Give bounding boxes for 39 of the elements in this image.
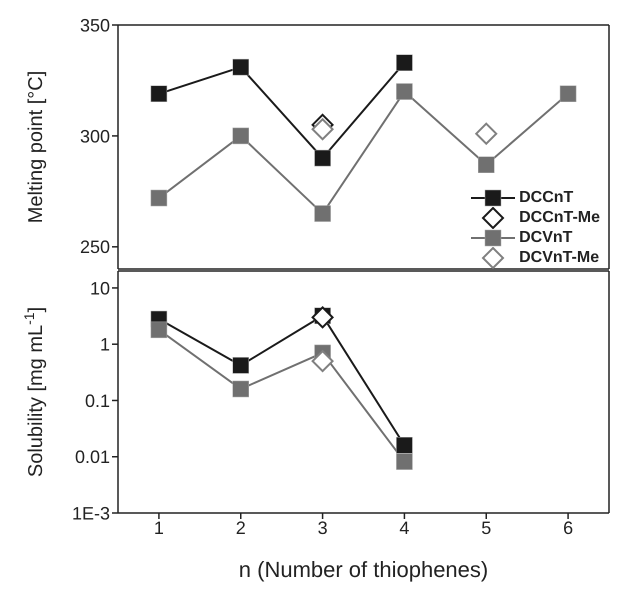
y-tick-label: 0.1 <box>84 390 110 411</box>
point <box>314 150 331 166</box>
point <box>150 322 168 338</box>
point <box>396 54 413 71</box>
point <box>232 357 249 374</box>
x-tick-label: 5 <box>481 518 492 538</box>
y-tick-label: 300 <box>80 126 110 146</box>
point <box>396 83 413 100</box>
point <box>232 58 249 76</box>
x-tick-label: 4 <box>399 518 410 538</box>
y-tick-label: 0.01 <box>74 447 110 468</box>
point <box>312 118 334 140</box>
point <box>232 380 249 398</box>
legend-label: DCVnT-Me <box>519 249 600 267</box>
x-axis-title: n (Number of thiophenes) <box>238 557 488 582</box>
point <box>312 350 334 372</box>
y-tick-label: 1 <box>100 334 110 355</box>
x-tick-label: 1 <box>154 518 164 538</box>
point <box>150 86 168 102</box>
point <box>150 190 168 206</box>
y-axis-title: Melting point [°C] <box>25 70 47 224</box>
x-tick-label: 3 <box>318 518 328 538</box>
x-tick-label: 6 <box>563 518 574 538</box>
point <box>478 156 494 173</box>
y-tick-label: 10 <box>90 278 110 298</box>
point <box>312 306 334 328</box>
legend-label: DCCnT <box>519 189 574 207</box>
point <box>232 128 249 144</box>
point <box>396 437 413 454</box>
x-tick-label: 2 <box>236 518 246 538</box>
y-tick-label: 250 <box>80 237 110 258</box>
y-tick-label: 1E-3 <box>72 503 110 524</box>
legend-label: DCCnT-Me <box>519 209 600 227</box>
legend-label: DCVnT <box>519 229 572 247</box>
point <box>475 122 498 145</box>
y-tick-label: 350 <box>80 15 110 36</box>
point <box>396 453 413 470</box>
point <box>314 205 331 222</box>
point <box>560 86 576 102</box>
